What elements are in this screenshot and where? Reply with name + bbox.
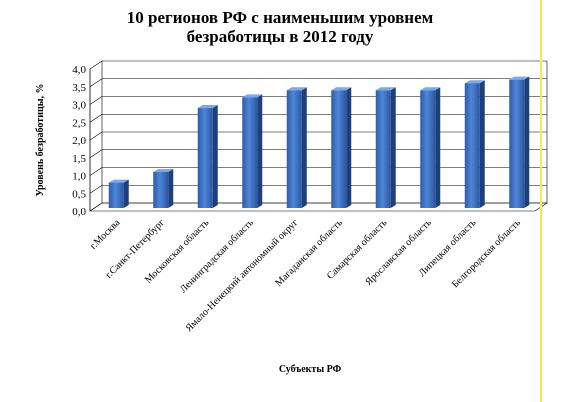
bar-top bbox=[286, 87, 307, 91]
y-axis-title: Уровень безработицы, % bbox=[35, 83, 46, 196]
bar-side bbox=[435, 87, 441, 208]
bar-side bbox=[168, 168, 174, 208]
bar bbox=[464, 83, 480, 208]
y-tick-label: 2,0 bbox=[72, 135, 86, 147]
gridline-side bbox=[89, 149, 103, 158]
y-tick-label: 3,0 bbox=[72, 100, 86, 112]
bar-top bbox=[375, 87, 396, 91]
bar-top bbox=[331, 87, 352, 91]
y-tick-label: 0,5 bbox=[72, 188, 86, 200]
y-tick-label: 0,0 bbox=[72, 206, 86, 218]
y-tick-label: 3,5 bbox=[72, 82, 86, 94]
bar bbox=[108, 182, 124, 208]
y-tick-label: 1,5 bbox=[72, 153, 86, 165]
x-category-label: г.Москва bbox=[88, 217, 123, 252]
bar-top bbox=[242, 94, 263, 98]
chart-title: 10 регионов РФ с наименьшим уровнем безр… bbox=[126, 8, 434, 46]
gridline-side bbox=[89, 185, 103, 194]
bar-top bbox=[108, 179, 129, 183]
bar bbox=[153, 171, 169, 208]
bar-top bbox=[420, 87, 441, 91]
bar-top bbox=[197, 105, 218, 109]
bar-top bbox=[509, 76, 530, 80]
x-axis-floor bbox=[89, 202, 548, 212]
bar bbox=[242, 97, 258, 208]
bar-side bbox=[346, 87, 352, 208]
bar-side bbox=[301, 87, 307, 208]
y-tick-labels: 0,0 0,5 1,0 1,5 2,0 2,5 3,0 3,5 4,0 bbox=[72, 64, 86, 218]
x-category-label: Ленинградская область bbox=[178, 217, 256, 295]
bar-series bbox=[108, 76, 530, 209]
x-axis-title: Субъекты РФ bbox=[279, 364, 342, 375]
bar bbox=[375, 90, 391, 208]
bar bbox=[286, 90, 302, 208]
bar-side bbox=[212, 105, 218, 208]
bar-side bbox=[257, 94, 263, 208]
gridline-side bbox=[89, 60, 103, 70]
y-tick-label: 1,0 bbox=[72, 171, 86, 183]
right-edge-rule bbox=[540, 0, 542, 402]
gridline-side bbox=[89, 131, 103, 141]
bar-side bbox=[524, 76, 530, 209]
bar-side bbox=[479, 80, 485, 208]
bar-top bbox=[464, 80, 485, 84]
gridline-side bbox=[89, 96, 103, 105]
gridline-side bbox=[89, 114, 103, 123]
bar-side bbox=[123, 179, 129, 208]
bar-side bbox=[390, 87, 396, 208]
bar bbox=[331, 90, 347, 208]
gridline-side bbox=[89, 78, 103, 87]
y-tick-label: 4,0 bbox=[72, 64, 86, 76]
bar bbox=[420, 90, 436, 208]
bar bbox=[197, 108, 213, 208]
gridline-side bbox=[89, 167, 103, 176]
bar-top bbox=[153, 168, 174, 172]
bar bbox=[509, 79, 525, 209]
y-tick-label: 2,5 bbox=[72, 117, 86, 129]
axes bbox=[89, 61, 548, 212]
